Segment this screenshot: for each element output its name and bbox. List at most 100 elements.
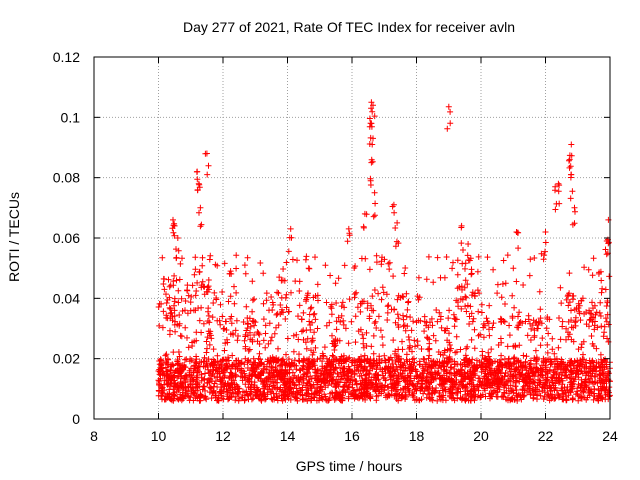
data-point [572, 319, 578, 326]
data-point [502, 280, 509, 287]
data-point [602, 315, 609, 322]
data-point [177, 260, 184, 267]
data-point [293, 385, 300, 392]
data-point [181, 363, 188, 370]
data-point [454, 299, 461, 306]
data-point [177, 367, 184, 374]
data-point [314, 356, 321, 363]
data-point [378, 296, 385, 303]
data-point [445, 103, 452, 110]
data-point [172, 328, 179, 335]
data-point [451, 370, 458, 376]
data-point [295, 377, 302, 384]
data-point [254, 338, 261, 345]
data-point [294, 257, 300, 264]
data-point [189, 282, 196, 289]
data-point [300, 327, 307, 334]
data-point [458, 283, 465, 290]
data-point [292, 278, 299, 285]
data-point [514, 393, 521, 400]
data-point [341, 262, 348, 269]
data-point [235, 389, 242, 396]
data-point [392, 225, 399, 231]
data-point [403, 290, 410, 297]
data-point [189, 339, 196, 346]
data-point [550, 368, 557, 375]
x-tick-label: 12 [215, 428, 231, 444]
data-point [163, 372, 170, 379]
data-point [345, 225, 352, 232]
data-point [556, 200, 563, 207]
data-point [234, 337, 241, 344]
data-point [183, 373, 190, 380]
data-point [388, 381, 394, 388]
data-point [589, 299, 595, 306]
data-point [428, 315, 435, 322]
data-point [503, 396, 510, 403]
data-point [379, 342, 386, 349]
data-point [490, 372, 497, 379]
data-point [164, 381, 171, 388]
data-point [308, 359, 315, 366]
data-point [198, 371, 205, 378]
data-point [176, 353, 183, 360]
data-point [286, 369, 293, 376]
data-point [195, 363, 202, 369]
data-point [493, 378, 499, 385]
data-point [383, 291, 390, 298]
data-point [410, 394, 417, 400]
data-point [156, 322, 163, 329]
data-point [481, 356, 488, 363]
data-point [507, 375, 514, 382]
data-point [214, 262, 221, 269]
x-tick-label: 16 [344, 428, 360, 444]
data-point [226, 270, 233, 277]
data-point [245, 392, 252, 399]
data-point [315, 297, 321, 304]
data-point [423, 394, 430, 401]
data-point [479, 352, 486, 359]
data-point [402, 327, 409, 334]
data-point [231, 300, 238, 307]
data-point [212, 359, 219, 366]
data-point [423, 373, 430, 380]
data-point [445, 315, 452, 322]
data-point [586, 389, 593, 396]
data-point [308, 390, 315, 397]
data-point [457, 388, 464, 395]
data-point [241, 397, 248, 404]
data-point [242, 381, 249, 388]
data-point [565, 392, 572, 399]
data-point [299, 365, 306, 372]
data-point [415, 274, 422, 281]
data-point [452, 372, 459, 379]
data-point [480, 320, 487, 327]
data-point [219, 289, 226, 295]
data-point [351, 265, 358, 271]
data-point [527, 256, 534, 263]
data-point [394, 375, 401, 382]
data-point [539, 383, 545, 390]
data-point [296, 351, 302, 358]
data-point [464, 281, 471, 288]
data-point [342, 325, 349, 332]
y-tick-label: 0 [72, 411, 80, 427]
data-point [433, 307, 440, 313]
data-point [288, 363, 294, 370]
data-point [176, 312, 183, 318]
data-point [494, 383, 501, 390]
data-point [366, 393, 373, 400]
data-point [358, 390, 365, 397]
data-point [384, 366, 391, 373]
data-point [367, 175, 374, 182]
data-point [586, 307, 593, 314]
data-point [399, 293, 406, 300]
data-point [597, 268, 604, 275]
data-point [196, 209, 202, 216]
data-point [407, 373, 414, 379]
data-point [227, 315, 234, 322]
data-point [329, 352, 336, 359]
data-point [300, 309, 307, 316]
data-point [263, 290, 270, 297]
data-point [574, 388, 580, 395]
